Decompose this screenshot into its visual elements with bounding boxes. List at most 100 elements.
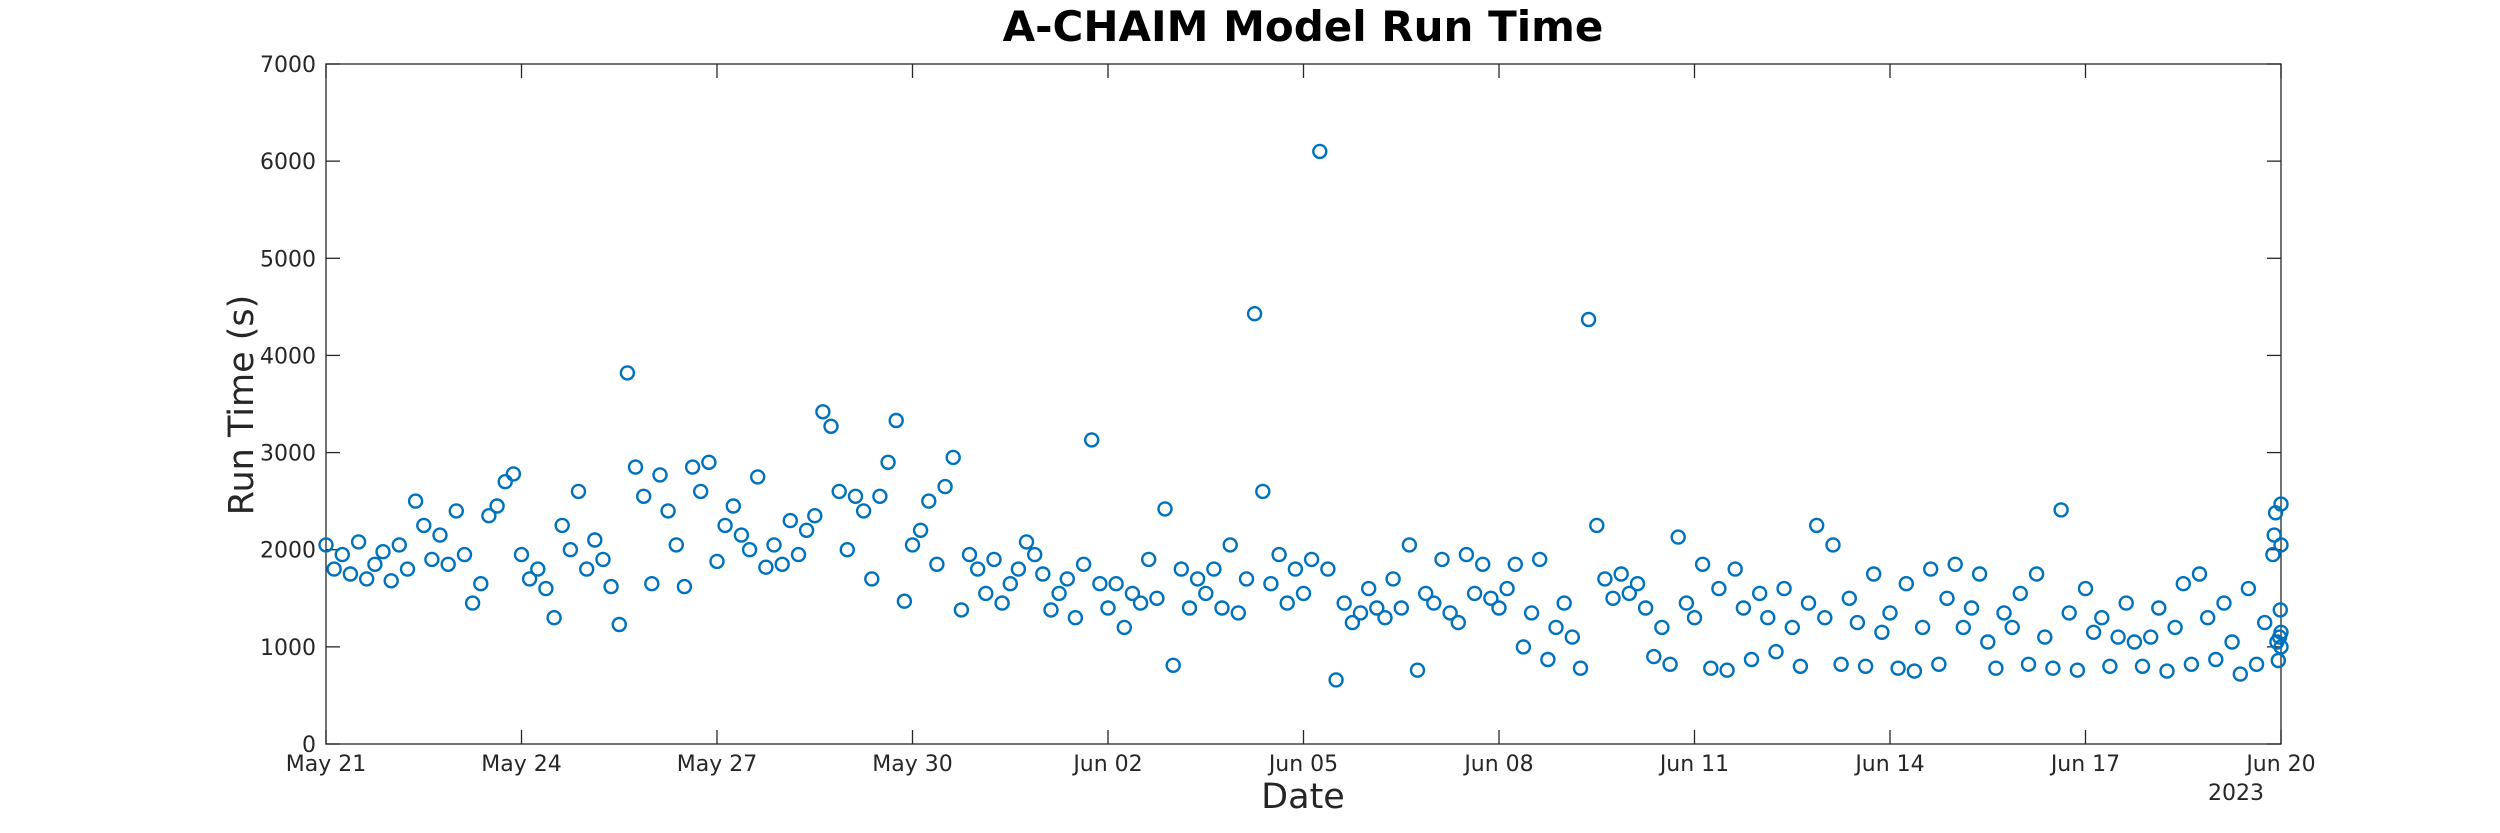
data-point bbox=[1874, 624, 1890, 640]
data-point bbox=[1971, 566, 1988, 582]
data-point bbox=[945, 449, 961, 466]
data-point bbox=[701, 454, 717, 470]
data-point bbox=[1931, 656, 1947, 672]
data-point bbox=[2199, 610, 2216, 626]
data-point bbox=[342, 566, 359, 582]
data-point bbox=[1621, 585, 1638, 602]
data-point bbox=[1198, 585, 1214, 602]
data-point bbox=[1784, 619, 1801, 636]
data-point bbox=[432, 527, 448, 543]
data-point bbox=[929, 556, 945, 572]
data-point bbox=[399, 561, 416, 577]
data-point bbox=[823, 418, 839, 434]
x-tick-label: May 24 bbox=[481, 752, 561, 777]
data-point bbox=[807, 508, 823, 524]
x-axis-label: Date bbox=[1261, 777, 1345, 817]
data-point bbox=[2094, 610, 2110, 626]
data-point bbox=[2216, 595, 2232, 611]
data-point bbox=[1450, 614, 1467, 631]
x-tick-label: Jun 17 bbox=[2049, 752, 2120, 777]
data-point bbox=[847, 488, 864, 504]
data-point bbox=[2270, 652, 2287, 669]
data-point bbox=[1181, 600, 1198, 616]
data-point bbox=[937, 478, 953, 495]
data-point bbox=[1637, 600, 1654, 616]
data-point bbox=[1344, 614, 1361, 631]
data-point bbox=[644, 576, 660, 592]
x-tick-label: Jun 08 bbox=[1462, 752, 1533, 777]
data-point bbox=[2077, 580, 2094, 597]
data-point bbox=[489, 498, 505, 514]
data-point bbox=[1092, 576, 1108, 592]
x-tick-label: Jun 20 bbox=[2244, 752, 2315, 777]
data-point bbox=[407, 493, 424, 509]
x-axis-year-label: 2023 bbox=[2208, 781, 2264, 806]
data-point bbox=[1499, 580, 1515, 597]
data-point bbox=[1882, 605, 1898, 621]
data-point bbox=[1914, 619, 1931, 636]
data-point bbox=[1393, 600, 1410, 616]
data-point bbox=[1922, 561, 1939, 577]
data-point bbox=[1906, 663, 1923, 679]
data-point bbox=[326, 561, 342, 577]
data-point bbox=[2208, 651, 2224, 668]
data-point bbox=[1018, 534, 1035, 550]
data-point bbox=[872, 488, 888, 504]
data-point bbox=[1841, 590, 1858, 606]
data-point bbox=[1369, 600, 1385, 616]
data-point bbox=[1947, 556, 1963, 572]
data-point bbox=[1303, 551, 1320, 568]
data-point bbox=[497, 474, 513, 490]
data-point bbox=[1100, 600, 1116, 616]
data-point bbox=[1352, 605, 1369, 621]
data-point bbox=[1678, 595, 1695, 611]
data-point bbox=[1434, 551, 1450, 568]
data-point bbox=[595, 551, 611, 568]
data-point bbox=[1336, 595, 1352, 611]
data-point bbox=[1108, 576, 1124, 592]
data-point bbox=[1255, 483, 1271, 500]
data-point bbox=[855, 503, 872, 519]
plot-frame bbox=[325, 63, 2282, 745]
data-point bbox=[1035, 566, 1051, 582]
data-point bbox=[2266, 527, 2282, 543]
data-point bbox=[1580, 311, 1597, 328]
data-point bbox=[367, 556, 383, 572]
data-point bbox=[880, 454, 896, 470]
data-point bbox=[1849, 614, 1866, 631]
chart-title: A-CHAIM Model Run Time bbox=[1003, 2, 1604, 51]
data-point bbox=[994, 595, 1010, 611]
data-point bbox=[1043, 602, 1059, 618]
data-point bbox=[1026, 546, 1043, 563]
data-point bbox=[2256, 614, 2273, 631]
data-point bbox=[383, 573, 399, 589]
data-point bbox=[2004, 619, 2020, 636]
data-point bbox=[1564, 629, 1581, 645]
data-point bbox=[831, 483, 847, 500]
data-point bbox=[2102, 658, 2118, 674]
data-point bbox=[1458, 546, 1475, 563]
data-point bbox=[1230, 605, 1247, 621]
data-point bbox=[1605, 590, 1621, 606]
data-point bbox=[521, 571, 538, 587]
data-point bbox=[2151, 600, 2167, 616]
data-point bbox=[2061, 605, 2077, 621]
data-point bbox=[1002, 576, 1018, 592]
data-point bbox=[725, 498, 741, 514]
data-point bbox=[1466, 585, 1483, 602]
data-point bbox=[1711, 580, 1727, 597]
data-point bbox=[1507, 556, 1524, 572]
y-axis-label: Run Time (s) bbox=[222, 295, 262, 516]
data-point bbox=[611, 616, 627, 633]
data-point bbox=[1279, 595, 1295, 611]
data-point bbox=[912, 522, 929, 538]
data-point bbox=[2053, 502, 2069, 518]
data-point bbox=[546, 610, 562, 626]
data-point bbox=[1214, 600, 1230, 616]
data-point bbox=[579, 561, 595, 577]
data-point bbox=[970, 561, 986, 577]
data-point bbox=[1800, 595, 1817, 611]
x-tick-label: May 27 bbox=[677, 752, 757, 777]
data-point bbox=[1442, 605, 1458, 621]
data-point bbox=[2273, 624, 2289, 640]
